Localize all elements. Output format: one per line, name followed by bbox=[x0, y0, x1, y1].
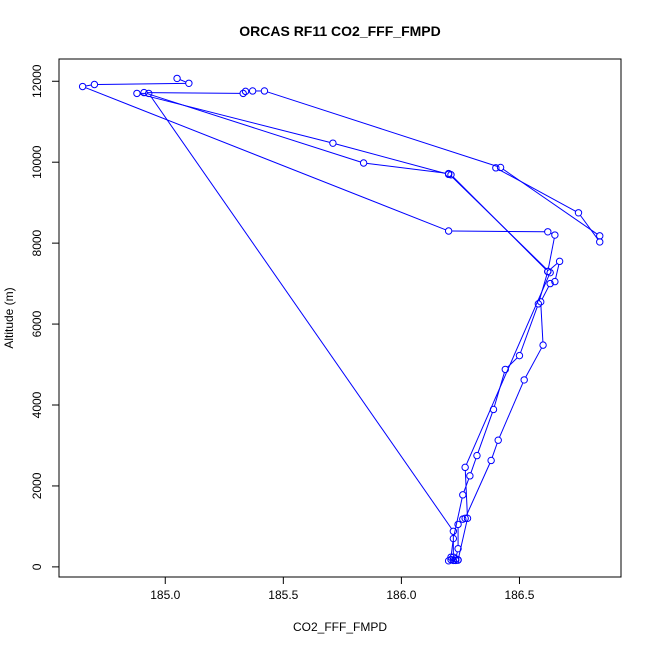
y-tick-label: 12000 bbox=[30, 64, 44, 98]
chart-title: ORCAS RF11 CO2_FFF_FMPD bbox=[239, 23, 440, 39]
data-point bbox=[78, 82, 87, 91]
line-segment bbox=[520, 306, 538, 353]
line-segment bbox=[451, 230, 545, 233]
line-segment bbox=[450, 541, 454, 555]
data-point bbox=[329, 139, 337, 147]
data-point bbox=[185, 79, 193, 87]
data-point bbox=[447, 555, 455, 564]
y-axis-label: Altitude (m) bbox=[2, 287, 16, 348]
line-segment bbox=[579, 215, 599, 240]
data-point bbox=[473, 451, 481, 460]
line-segment bbox=[366, 162, 446, 174]
data-point bbox=[449, 527, 458, 535]
data-point bbox=[520, 376, 528, 384]
y-tick-label: 0 bbox=[30, 563, 44, 570]
line-segment bbox=[525, 347, 542, 378]
data-point bbox=[494, 436, 502, 444]
line-segment bbox=[547, 238, 555, 269]
data-point bbox=[596, 238, 604, 246]
data-point bbox=[596, 232, 604, 240]
line-segment bbox=[477, 412, 493, 453]
line-segment bbox=[491, 443, 498, 458]
data-point bbox=[454, 556, 462, 564]
data-point bbox=[555, 257, 564, 266]
data-point bbox=[551, 277, 559, 286]
data-point bbox=[173, 74, 181, 83]
line-segment bbox=[335, 143, 446, 174]
line-segment bbox=[179, 79, 187, 83]
data-point bbox=[551, 231, 559, 239]
line-segment bbox=[267, 91, 498, 167]
data-point bbox=[359, 159, 368, 167]
plot-frame bbox=[58, 58, 622, 578]
y-axis: 0 2000 4000 6000 8000 10000 12000 bbox=[30, 64, 59, 570]
data-point bbox=[454, 544, 462, 553]
line-segment bbox=[139, 93, 330, 143]
data-point bbox=[444, 227, 453, 235]
x-tick-label: 186.5 bbox=[504, 588, 534, 602]
line-segment bbox=[150, 95, 452, 529]
y-tick-label: 6000 bbox=[30, 310, 44, 337]
line-segment bbox=[466, 463, 491, 516]
data-point bbox=[459, 491, 467, 499]
line-segment bbox=[549, 263, 558, 270]
data-point bbox=[444, 169, 453, 178]
data-point bbox=[546, 279, 554, 288]
data-point bbox=[449, 534, 458, 543]
data-point bbox=[241, 87, 250, 96]
line-segment bbox=[470, 458, 477, 473]
line-segment bbox=[464, 470, 468, 516]
data-point bbox=[459, 515, 467, 523]
line-segment bbox=[555, 264, 560, 279]
data-point bbox=[515, 351, 524, 360]
line-segment bbox=[85, 87, 446, 231]
line-segment bbox=[541, 286, 550, 300]
data-point bbox=[133, 89, 141, 98]
data-point bbox=[487, 456, 495, 465]
x-tick-label: 185.5 bbox=[268, 588, 298, 602]
data-point bbox=[489, 405, 498, 414]
data-point bbox=[463, 514, 472, 523]
data-point bbox=[239, 89, 247, 98]
data-point bbox=[90, 80, 99, 89]
data-point bbox=[454, 520, 462, 529]
line-segment bbox=[146, 93, 361, 163]
x-tick-label: 186.0 bbox=[386, 588, 416, 602]
data-point bbox=[466, 472, 474, 480]
line-segment bbox=[499, 382, 524, 438]
data-point bbox=[501, 365, 509, 374]
line-segment bbox=[85, 84, 92, 87]
data-point bbox=[546, 268, 554, 277]
y-tick-label: 2000 bbox=[30, 472, 44, 499]
data-point bbox=[537, 298, 545, 306]
y-tick-label: 8000 bbox=[30, 229, 44, 256]
x-axis-label: CO2_FFF_FMPD bbox=[293, 620, 387, 634]
data-point bbox=[539, 341, 547, 349]
line-segment bbox=[455, 551, 458, 556]
data-point bbox=[140, 88, 148, 97]
y-tick-label: 10000 bbox=[30, 145, 44, 179]
data-point bbox=[574, 209, 583, 217]
data-point bbox=[534, 300, 543, 308]
data-point bbox=[544, 228, 552, 236]
data-point bbox=[248, 87, 257, 95]
line-segment bbox=[498, 168, 576, 212]
line-segment bbox=[540, 304, 544, 342]
line-segment bbox=[465, 275, 550, 465]
line-segment bbox=[450, 175, 549, 271]
data-point bbox=[260, 87, 269, 95]
x-tick-label: 185.0 bbox=[150, 588, 180, 602]
line-segment bbox=[97, 82, 186, 85]
data-point bbox=[145, 89, 153, 98]
data-point bbox=[461, 463, 469, 472]
data-point bbox=[496, 163, 505, 172]
y-tick-label: 4000 bbox=[30, 391, 44, 418]
data-point bbox=[492, 164, 500, 172]
series-line bbox=[78, 74, 604, 565]
line-segment bbox=[147, 92, 240, 94]
x-axis: 185.0 185.5 186.0 186.5 bbox=[150, 577, 535, 602]
